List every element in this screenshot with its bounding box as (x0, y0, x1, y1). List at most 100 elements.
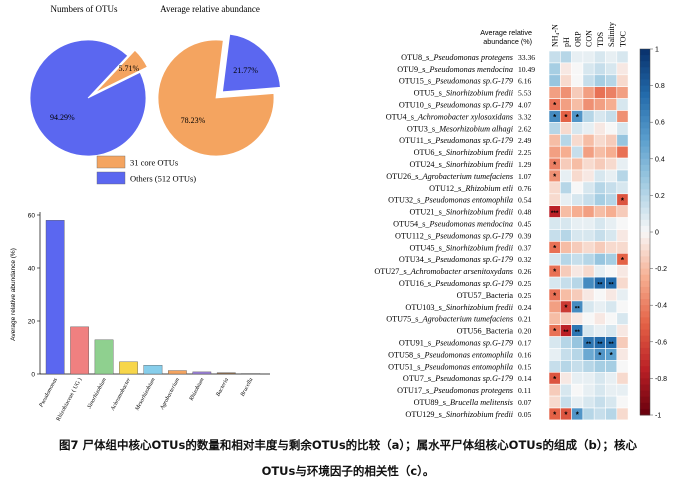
bar (216, 372, 236, 375)
row-abundance: 5.53 (518, 89, 531, 98)
heatmap-cell (571, 395, 584, 409)
heatmap-cell (559, 253, 572, 266)
colorbar-tick-label: 0.4 (655, 156, 665, 163)
heatmap-cell (571, 348, 584, 361)
heatmap-cell (593, 324, 606, 337)
x-tick-label: Agrobacterium (159, 377, 181, 412)
heatmap-cell (582, 217, 595, 230)
heatmap-cell (616, 407, 629, 421)
colorbar-segment (640, 164, 650, 172)
significance-mark: ** (563, 329, 569, 336)
heatmap-cell (605, 193, 618, 207)
row-taxon: Pseudomonas sp.G-179 (434, 101, 513, 110)
row-taxon: Pseudomonas entomophila (424, 362, 513, 371)
colorbar-segment (640, 347, 650, 355)
row-label: OTU112_s_Pseudomonas sp.G-179 (395, 231, 513, 240)
row-abundance: 6.16 (518, 77, 531, 86)
row-abundance: 2.25 (518, 148, 531, 157)
row-otu-id: OTU9_s_ (397, 65, 430, 74)
colorbar-segment (640, 390, 650, 398)
bar (241, 373, 261, 375)
bar (45, 220, 65, 375)
colorbar-segment (640, 91, 650, 99)
colorbar-segment (640, 183, 650, 190)
row-abundance: 0.11 (518, 386, 531, 395)
heatmap-cell (548, 193, 561, 207)
significance-mark: * (553, 268, 557, 277)
colorbar-segment (640, 158, 650, 166)
heatmap-cell (582, 205, 595, 218)
row-label: OTU16_s_Pseudomonas sp.G-179 (399, 279, 513, 288)
heatmap-cell (559, 241, 572, 254)
y-axis-label: Average relative abundance (%) (10, 248, 17, 341)
heatmap-cell (582, 348, 595, 361)
heatmap-cell (559, 62, 572, 76)
heatmap-cell (616, 264, 629, 278)
heatmap-cell (605, 253, 618, 266)
heatmap-cell (582, 324, 595, 337)
column-header: Salinity (607, 22, 616, 47)
significance-mark: * (610, 351, 614, 360)
heatmap-cell (548, 348, 561, 361)
row-taxon: Sinorhizobium fredii (446, 89, 514, 98)
row-otu-id: OTU26_s_ (386, 172, 423, 181)
heatmap-cell (616, 336, 629, 349)
heatmap-cell (616, 74, 629, 88)
colorbar-segment (640, 207, 650, 215)
pie-slice-label: 94.29% (50, 113, 75, 122)
row-otu-id: OTU112_s_ (395, 231, 436, 240)
heatmap-cell (616, 98, 629, 111)
heatmap-cell (548, 50, 561, 64)
colorbar-tick-label: -0.8 (655, 376, 667, 383)
heatmap-cell (593, 407, 606, 421)
colorbar-segment (640, 225, 650, 233)
row-taxon: Bacteria (486, 291, 514, 300)
row-abundance: 0.21 (518, 315, 531, 324)
heatmap-cell (616, 229, 629, 242)
colorbar-segment (640, 110, 650, 117)
caption-line-1: 图7 尸体组中核心OTUs的数量和相对丰度与剩余OTUs的比较（a）；属水平尸体… (59, 438, 637, 452)
colorbar-segment (640, 262, 650, 269)
row-label: OTU45_s_Sinorhizobium fredii (410, 243, 514, 252)
heatmap-cell (548, 217, 561, 230)
pie-slice (222, 33, 281, 93)
heatmap-cell (616, 122, 629, 135)
heatmap-cell (605, 229, 618, 242)
significance-mark: ** (597, 341, 603, 348)
row-label: OTU17_s_Pseudomonas protegens (397, 386, 513, 395)
row-taxon: Sinorhizobium fredii (446, 303, 514, 312)
heatmap-cell (559, 157, 572, 171)
heatmap-cell (571, 98, 584, 111)
colorbar-segment (640, 396, 650, 404)
heatmap-cell (605, 122, 618, 135)
row-otu-id: OTU57_ (457, 291, 487, 300)
heatmap-cell (616, 145, 629, 159)
row-label: OTU5_s_Sinorhizobium fredii (414, 89, 514, 98)
heatmap-cell (571, 253, 584, 266)
row-taxon: Sinorhizobium fredii (446, 208, 514, 217)
heatmap-cell (571, 360, 584, 373)
row-label: OTU8_s_Pseudomonas protegens (401, 53, 513, 62)
bar (192, 371, 212, 375)
row-label: OTU3_s_Mesorhizobium alhagi (407, 124, 514, 133)
significance-mark: ** (597, 282, 603, 289)
row-otu-id: OTU11_s_ (399, 136, 436, 145)
row-abundance: 0.15 (518, 362, 531, 371)
colorbar-segment (640, 250, 650, 257)
heatmap-cell (548, 312, 561, 325)
colorbar-segment (640, 201, 650, 208)
row-abundance: 3.32 (518, 112, 531, 121)
significance-mark: ** (575, 329, 581, 336)
colorbar-segment (640, 286, 650, 294)
row-taxon: Pseudomonas protegens (432, 386, 513, 395)
row-otu-id: OTU6_s_ (414, 148, 447, 157)
row-abundance: 0.14 (518, 374, 531, 383)
colorbar-segment (640, 152, 650, 160)
heatmap-cell (548, 86, 561, 99)
colorbar-segment (640, 140, 650, 147)
row-label: OTU129_s_Sinorhizobium fredii (405, 410, 513, 419)
x-tick-label: Rhizobiaceae ( UG ) (55, 377, 84, 423)
heatmap-cell (605, 157, 618, 171)
heatmap-cell (605, 371, 618, 385)
heatmap-cell (593, 98, 606, 111)
